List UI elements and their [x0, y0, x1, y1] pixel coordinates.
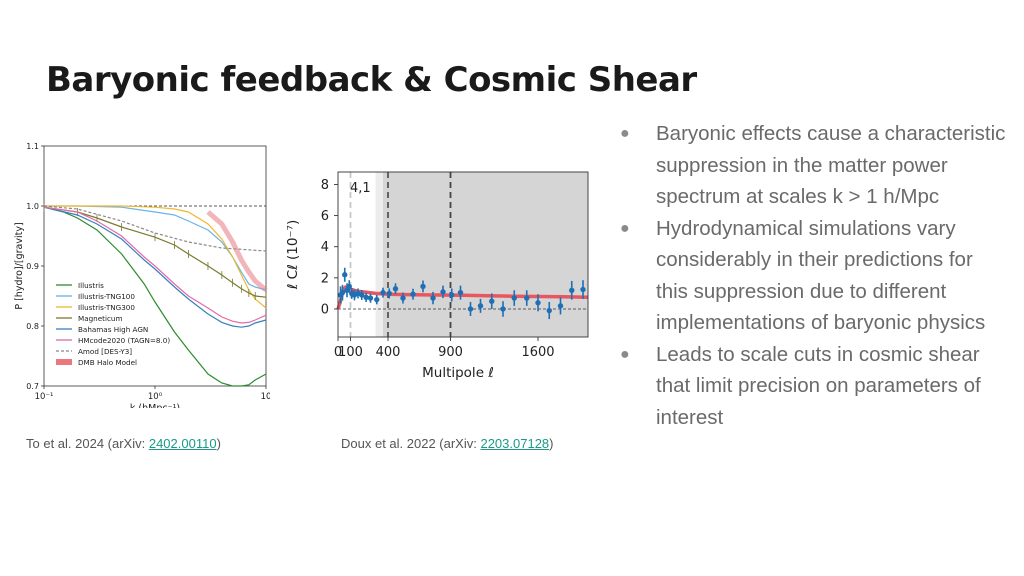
series-line	[43, 206, 267, 298]
data-point	[374, 296, 380, 303]
y-tick-label: 0.7	[26, 382, 39, 391]
x-tick-label: 10⁰	[148, 392, 163, 402]
y-axis-label: P [hydro]/[gravity]	[14, 222, 25, 309]
data-point	[569, 287, 575, 294]
bullet-list: ● Baryonic effects cause a characteristic…	[618, 118, 1008, 433]
data-point	[457, 289, 464, 296]
x-tick-label: 10⁻¹	[35, 392, 54, 402]
legend-label: Bahamas High AGN	[78, 325, 148, 334]
shaded-region	[375, 172, 383, 337]
data-point	[342, 272, 348, 278]
data-point	[535, 300, 541, 306]
legend-label: Magneticum	[78, 314, 122, 323]
x-axis-label: k (hMpc⁻¹)	[130, 403, 180, 408]
data-point	[489, 298, 495, 304]
data-point	[367, 295, 374, 301]
bullet-text: Hydrodynamical simulations vary consider…	[656, 216, 986, 335]
data-point	[359, 292, 365, 298]
y-tick-label: 2	[321, 271, 329, 286]
data-point	[339, 289, 346, 296]
legend-swatch	[56, 359, 72, 365]
y-tick-label: 4	[321, 240, 329, 255]
data-point	[449, 292, 455, 298]
y-tick-label: 1.0	[26, 202, 39, 211]
data-point	[546, 307, 552, 314]
y-tick-label: 0	[321, 302, 329, 317]
data-point	[477, 303, 484, 309]
x-tick-label: 400	[376, 345, 401, 360]
shaded-region	[383, 172, 588, 337]
y-tick-label: 8	[321, 178, 329, 193]
data-point	[386, 290, 392, 297]
caption-doux-et-al: Doux et al. 2022 (arXiv: 2203.07128)	[341, 436, 554, 451]
data-point	[430, 295, 436, 301]
caption-to-et-al: To et al. 2024 (arXiv: 2402.00110)	[26, 436, 221, 451]
x-tick-label: 900	[438, 345, 463, 360]
data-point	[363, 294, 369, 301]
data-point	[524, 295, 530, 301]
series-line	[44, 205, 267, 291]
x-axis-label: Multipole ℓ	[422, 365, 494, 381]
bullet-dot-icon: ●	[620, 219, 630, 237]
data-point	[440, 289, 446, 295]
series-line	[43, 206, 267, 324]
plot-frame	[337, 171, 589, 338]
caption-text-end: )	[549, 436, 554, 451]
slide-title: Baryonic feedback & Cosmic Shear	[46, 60, 697, 100]
data-point	[410, 291, 416, 297]
x-tick-label: 1600	[521, 345, 554, 360]
legend-label: DMB Halo Model	[78, 358, 137, 367]
y-tick-label: 0.8	[26, 322, 39, 331]
bullet-item: ● Leads to scale cuts in cosmic shear tha…	[618, 339, 1008, 434]
legend-label: Illustris-TNG300	[78, 303, 135, 312]
data-point	[400, 295, 406, 301]
bullet-dot-icon: ●	[620, 345, 630, 363]
data-point	[467, 306, 474, 312]
data-point	[500, 306, 506, 312]
data-point	[392, 286, 399, 292]
bullet-dot-icon: ●	[620, 125, 630, 142]
data-point	[346, 283, 352, 290]
x-tick-label: 100	[338, 345, 363, 360]
bullet-text: Leads to scale cuts in cosmic shear that…	[656, 342, 981, 429]
arxiv-link[interactable]: 2402.00110	[148, 436, 217, 451]
series-band	[206, 210, 268, 292]
panel-label: 4,1	[350, 181, 371, 196]
data-point	[557, 303, 564, 309]
series-line	[43, 206, 267, 387]
caption-text-end: )	[216, 436, 221, 451]
caption-text: To et al. 2024 (arXiv:	[26, 436, 149, 451]
bullet-text: Baryonic effects cause a characteristic …	[656, 122, 1006, 208]
legend-label: Illustris	[78, 281, 104, 290]
legend-label: Illustris-TNG100	[78, 292, 135, 301]
caption-text: Doux et al. 2022 (arXiv:	[341, 436, 481, 451]
y-tick-label: 1.1	[26, 142, 39, 151]
bullet-item: ● Hydrodynamical simulations vary conside…	[618, 213, 1008, 339]
data-point	[511, 295, 517, 301]
power-spectrum-ratio-chart: 0.7 0.8 0.9 1.0 1.1 10⁻¹ 10⁰ 10 k (hMpc⁻¹) P [hyd…	[8, 138, 271, 414]
x-tick-label: 0	[334, 345, 342, 360]
bullet-item: ● Baryonic effects cause a characteristic…	[618, 118, 1008, 213]
y-tick-label: 6	[321, 209, 329, 224]
legend-label: Amod [DES-Y3]	[78, 347, 132, 356]
y-axis-label: ℓ Cℓ (10⁻⁷)	[285, 220, 301, 290]
legend-label: HMcode2020 (TAGN=8.0)	[78, 336, 170, 345]
power-spectrum-ratio-plot: 0.7 0.8 0.9 1.0 1.1 10⁻¹ 10⁰ 10 k (hMpc⁻¹) P [hyd…	[14, 142, 271, 414]
data-point	[380, 289, 386, 296]
data-point	[420, 283, 426, 290]
series-line	[43, 206, 267, 328]
x-tick-label: 10	[261, 392, 270, 402]
arxiv-link[interactable]: 2203.07128	[480, 436, 550, 451]
data-point	[580, 286, 586, 293]
y-tick-label: 0.9	[26, 262, 39, 271]
